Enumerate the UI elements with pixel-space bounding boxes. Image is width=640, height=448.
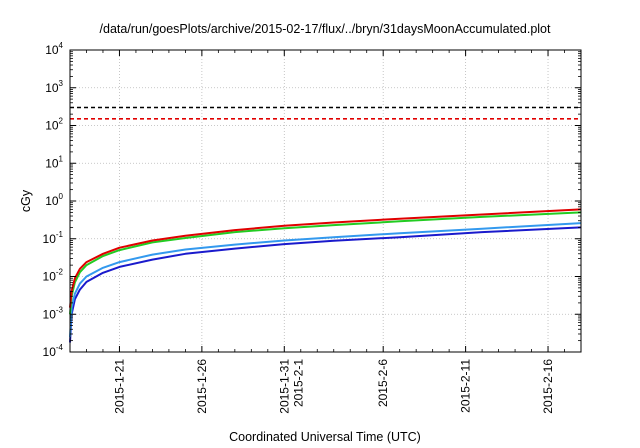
x-tick-label: 2015-1-31 [277, 359, 291, 414]
axis-ticks [69, 49, 581, 353]
series-line [69, 211, 582, 315]
x-tick-label-secondary: 2015-2-1 [291, 359, 305, 407]
y-tick-label: 100 [45, 192, 63, 208]
y-tick-label: 10-4 [43, 343, 64, 359]
series-line [69, 208, 582, 308]
x-tick-label: 2015-1-26 [195, 359, 209, 414]
y-tick-label: 10-2 [43, 268, 64, 284]
x-tick-label: 2015-2-11 [459, 359, 473, 413]
series-group [69, 208, 582, 343]
y-tick-label: 102 [45, 117, 63, 133]
chart-title: /data/run/goesPlots/archive/2015-02-17/f… [100, 22, 551, 36]
x-tick-labels: 2015-1-21 2015-1-26 2015-1-31 2015-2-1 2015-… [112, 359, 555, 414]
y-tick-label: 103 [45, 79, 63, 95]
y-tick-label: 10-1 [43, 230, 64, 246]
y-tick-label: 101 [45, 154, 63, 170]
series-line [69, 222, 582, 338]
y-tick-labels: 10-4 10-3 10-2 10-1 100 101 102 103 104 [43, 41, 64, 359]
x-tick-label: 2015-2-6 [376, 359, 390, 407]
reference-lines [70, 106, 581, 120]
y-axis-title: cGy [19, 189, 33, 212]
series-line [69, 226, 582, 343]
grid [70, 50, 581, 352]
x-tick-label: 2015-1-21 [112, 359, 126, 414]
y-tick-label: 104 [45, 41, 63, 57]
y-tick-label: 10-3 [43, 305, 64, 321]
x-tick-label: 2015-2-16 [541, 359, 555, 414]
x-axis-title: Coordinated Universal Time (UTC) [229, 430, 421, 444]
